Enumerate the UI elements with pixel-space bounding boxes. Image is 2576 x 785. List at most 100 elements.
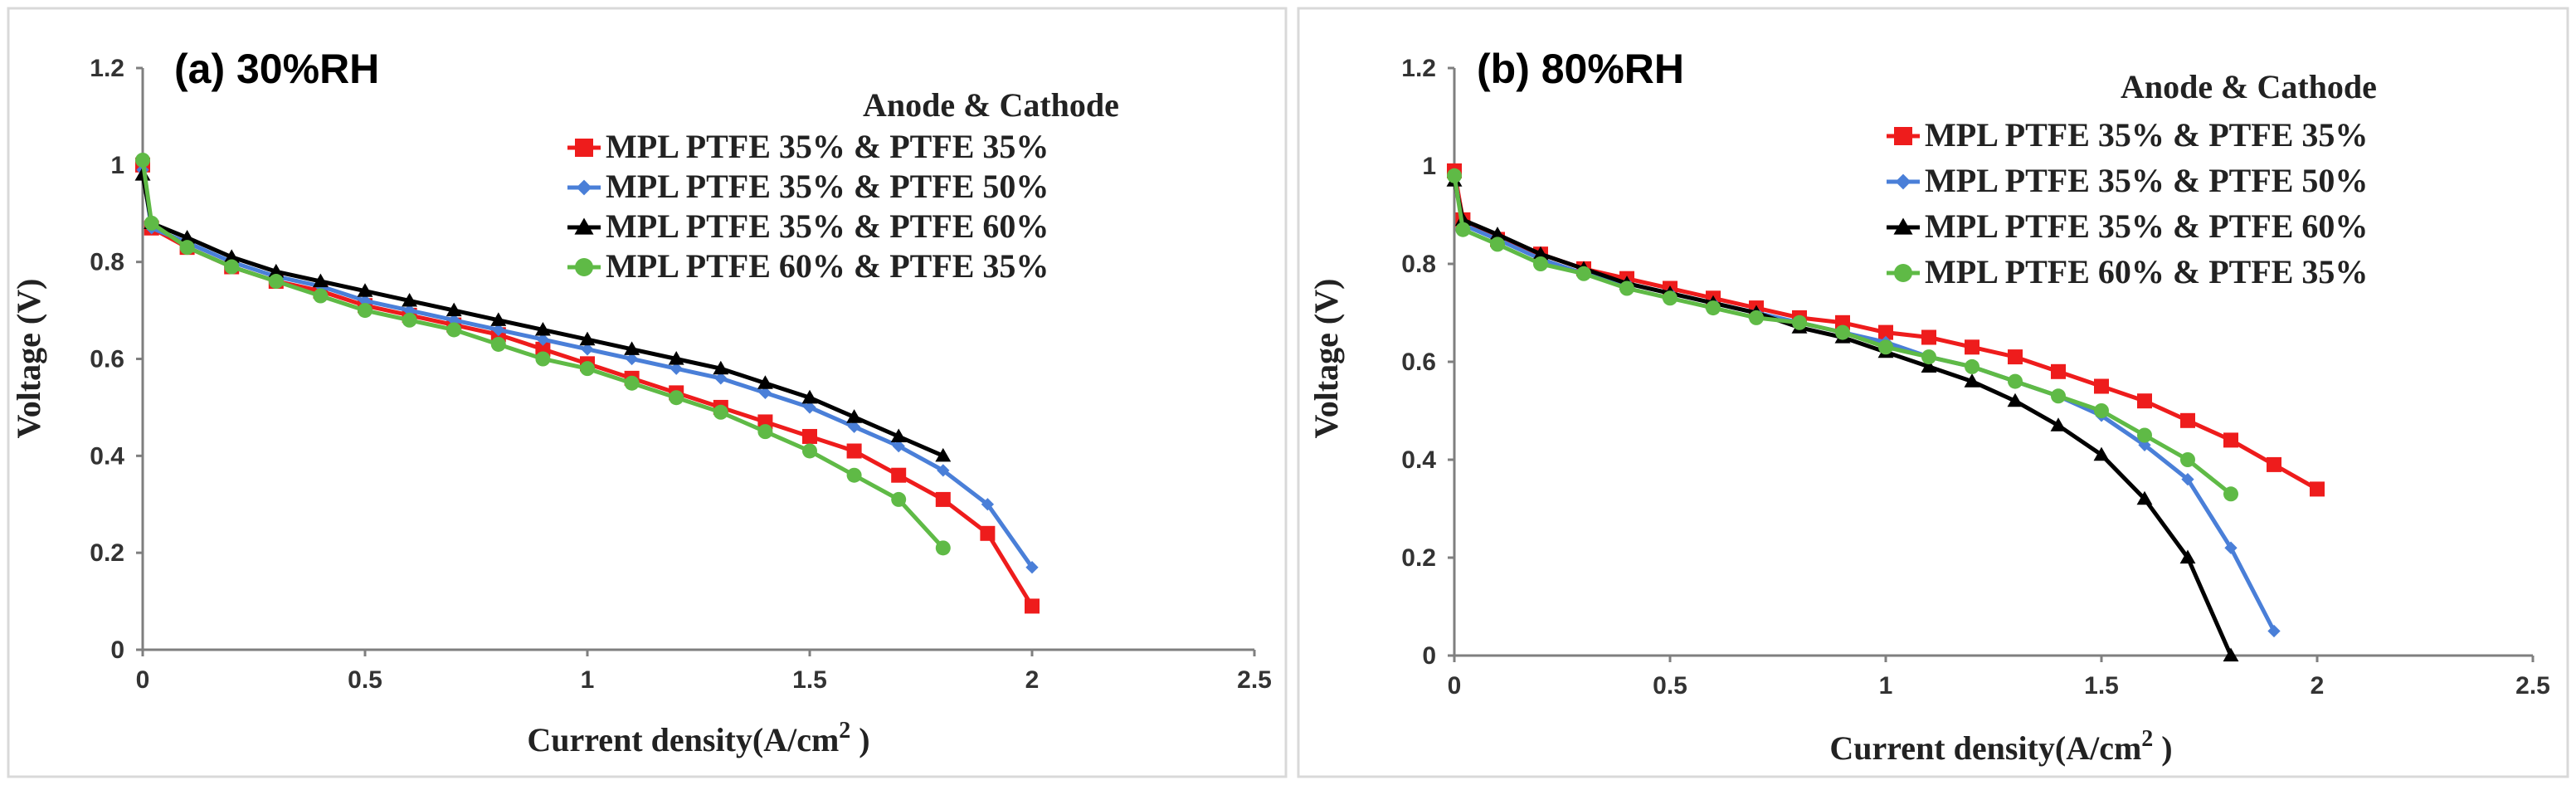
data-point (1663, 290, 1678, 306)
data-point (179, 230, 196, 244)
y-tick-label: 1.2 (1401, 55, 1436, 82)
x-tick-label: 2.5 (2515, 672, 2550, 700)
data-point (268, 274, 284, 290)
data-point (357, 283, 373, 297)
data-point (2223, 486, 2238, 502)
data-point (2136, 490, 2153, 505)
y-tick-label: 0.2 (1401, 544, 1436, 572)
data-point (490, 336, 506, 352)
legend-header: Anode & Cathode (2121, 68, 2377, 105)
data-point (668, 351, 684, 365)
chart-panel-a: 0 0.2 0.4 0.6 0.8 1 1.2 0 0.5 1 1.5 2 2.5 Current den… (7, 7, 1288, 778)
data-point (179, 240, 195, 256)
y-tick-label: 0.8 (1401, 251, 1436, 278)
data-point (2137, 427, 2152, 443)
legend-label: MPL PTFE 35% & PTFE 60% (606, 207, 1049, 245)
legend: Anode & Cathode MPL PTFE 35% & PTFE 35% MP… (1887, 68, 2377, 290)
data-point (2267, 456, 2281, 472)
x-axis-title: Current density(A/cm2 ) (1829, 726, 2172, 767)
series-circle (135, 152, 951, 556)
data-point (223, 249, 240, 263)
legend-marker (1894, 264, 1912, 282)
x-tick-label: 2.5 (1237, 666, 1272, 694)
data-point (1792, 314, 1807, 330)
data-point (2008, 373, 2023, 389)
legend-item: MPL PTFE 60% & PTFE 35% (567, 247, 1049, 285)
data-point (937, 464, 950, 477)
data-point (935, 540, 951, 556)
data-point (713, 360, 729, 375)
data-point (802, 443, 817, 459)
x-tick-label: 0 (136, 666, 150, 694)
data-point (1878, 324, 1893, 340)
y-tick-label: 0.6 (90, 346, 124, 373)
legend-label: MPL PTFE 35% & PTFE 50% (606, 168, 1049, 205)
legend-item: MPL PTFE 35% & PTFE 50% (1887, 162, 2368, 199)
series-circle (1447, 168, 2238, 502)
data-point (536, 333, 550, 346)
data-point (625, 352, 639, 366)
legend-marker (1895, 173, 1911, 190)
x-tick-label: 1 (581, 666, 595, 694)
data-point (1455, 222, 1471, 237)
chart-panel-b: 0 0.2 0.4 0.6 0.8 1 1.2 0 0.5 1 1.5 2 2.5 Current den… (1297, 7, 2569, 778)
y-tick-label: 0.4 (1401, 446, 1436, 474)
data-point (358, 303, 373, 319)
data-point (1619, 280, 1634, 296)
data-point (1965, 339, 1979, 355)
data-point (1490, 236, 1505, 252)
legend-marker (575, 139, 593, 157)
legend-label: MPL PTFE 35% & PTFE 35% (1925, 116, 2368, 154)
legend-item: MPL PTFE 35% & PTFE 35% (1887, 116, 2368, 154)
legend-item: MPL PTFE 35% & PTFE 60% (1887, 207, 2368, 245)
data-point (624, 341, 640, 355)
x-tick-label: 0.5 (348, 666, 382, 694)
data-point (1749, 310, 1764, 325)
data-point (1964, 373, 1980, 388)
data-point (758, 386, 772, 400)
data-point (846, 409, 863, 423)
data-point (268, 263, 285, 278)
data-point (2137, 393, 2152, 409)
data-point (2094, 378, 2109, 394)
data-point (581, 343, 594, 356)
data-point (2179, 549, 2196, 564)
legend-marker (576, 179, 592, 196)
y-tick-label: 0.4 (90, 442, 124, 470)
legend-marker (574, 217, 594, 235)
data-point (624, 375, 640, 391)
panel-title: (b) 80%RH (1477, 46, 1684, 92)
data-point (757, 375, 773, 389)
y-tick-label: 1.2 (90, 55, 124, 82)
legend-label: MPL PTFE 35% & PTFE 60% (1925, 207, 2368, 245)
data-point (1576, 266, 1591, 281)
data-point (2007, 392, 2023, 407)
data-point (1533, 256, 1548, 271)
data-point (846, 467, 862, 483)
data-point (446, 302, 462, 317)
legend-marker (1893, 217, 1913, 235)
panel-title: (a) 30%RH (174, 46, 379, 92)
data-point (935, 447, 952, 462)
data-point (2223, 647, 2239, 662)
data-point (846, 443, 862, 459)
data-point (144, 215, 159, 231)
x-tick-label: 0 (1448, 672, 1462, 700)
y-tick-label: 0.2 (90, 539, 124, 567)
y-tick-label: 0 (1422, 642, 1436, 670)
data-point (402, 292, 418, 307)
data-point (1025, 598, 1040, 614)
y-tick-label: 1 (110, 152, 124, 179)
data-point (2310, 481, 2325, 497)
data-point (2180, 452, 2195, 467)
data-point (2008, 349, 2023, 365)
series-line (140, 174, 944, 458)
data-point (891, 491, 907, 507)
legend-label: MPL PTFE 35% & PTFE 50% (1925, 162, 2368, 199)
data-point (1835, 324, 1850, 340)
data-point (1878, 339, 1893, 355)
x-tick-label: 1.5 (792, 666, 827, 694)
data-point (670, 362, 683, 375)
y-axis-title: Voltage (V) (1307, 279, 1345, 439)
data-point (135, 152, 150, 168)
